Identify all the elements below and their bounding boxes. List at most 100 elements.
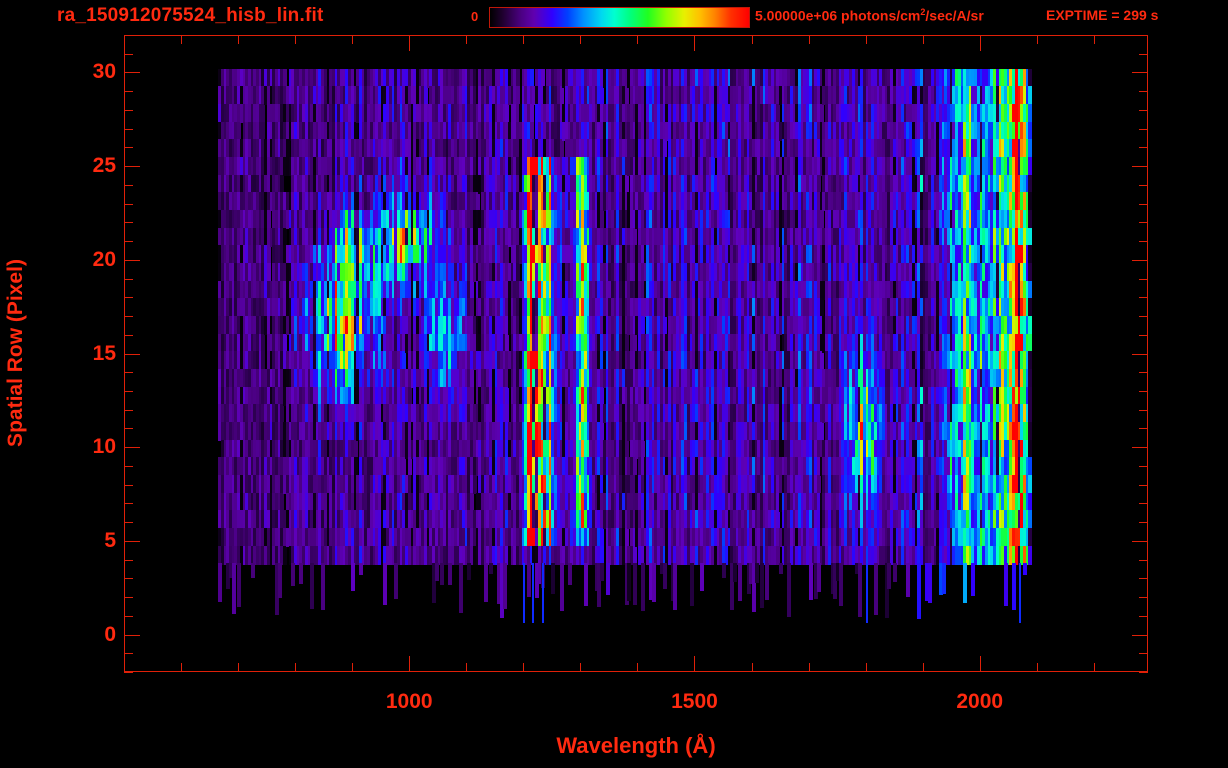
y-major-tick — [124, 447, 140, 448]
y-minor-tick-right — [1139, 578, 1148, 579]
x-minor-tick — [124, 663, 125, 672]
x-minor-tick-top — [352, 35, 353, 44]
page-title: ra_150912075524_hisb_lin.fit — [57, 5, 324, 26]
y-minor-tick-right — [1139, 597, 1148, 598]
y-minor-tick-right — [1139, 316, 1148, 317]
x-minor-tick — [466, 663, 467, 672]
y-major-tick — [124, 166, 140, 167]
x-minor-tick-top — [752, 35, 753, 44]
heatmap-canvas-wrap — [125, 36, 1147, 671]
y-major-tick — [124, 72, 140, 73]
x-minor-tick — [238, 663, 239, 672]
y-minor-tick-right — [1139, 428, 1148, 429]
y-major-tick-right — [1132, 260, 1148, 261]
x-minor-tick — [523, 663, 524, 672]
y-minor-tick-right — [1139, 672, 1148, 673]
y-major-tick — [124, 635, 140, 636]
y-minor-tick-right — [1139, 653, 1148, 654]
y-minor-tick-right — [1139, 372, 1148, 373]
y-tick-label: 30 — [92, 60, 116, 84]
y-minor-tick — [124, 316, 133, 317]
colorbar-max-value: 5.00000e+06 — [755, 7, 838, 24]
y-major-tick-right — [1132, 447, 1148, 448]
y-minor-tick — [124, 672, 133, 673]
y-minor-tick — [124, 410, 133, 411]
x-axis-title: Wavelength (Å) — [556, 733, 716, 758]
x-major-tick-top — [409, 35, 410, 51]
x-minor-tick-top — [923, 35, 924, 44]
x-minor-tick — [637, 663, 638, 672]
x-minor-tick-top — [809, 35, 810, 44]
x-minor-tick — [923, 663, 924, 672]
x-minor-tick-top — [1094, 35, 1095, 44]
y-minor-tick — [124, 466, 133, 467]
colorbar-max-label: 5.00000e+06 photons/cm2/sec/A/sr — [755, 7, 984, 24]
x-major-tick — [409, 656, 410, 672]
y-minor-tick — [124, 110, 133, 111]
y-major-tick-right — [1132, 541, 1148, 542]
y-tick-label: 15 — [92, 341, 116, 365]
y-minor-tick-right — [1139, 522, 1148, 523]
x-minor-tick — [1037, 663, 1038, 672]
y-minor-tick — [124, 54, 133, 55]
x-tick-label: 2000 — [956, 690, 1004, 713]
y-minor-tick — [124, 372, 133, 373]
y-minor-tick — [124, 204, 133, 205]
y-minor-tick — [124, 335, 133, 336]
y-minor-tick-right — [1139, 391, 1148, 392]
y-minor-tick-right — [1139, 222, 1148, 223]
x-minor-tick-top — [1037, 35, 1038, 44]
spectrogram-image — [125, 36, 1147, 671]
y-minor-tick-right — [1139, 616, 1148, 617]
colorbar — [489, 7, 750, 28]
y-major-tick-right — [1132, 72, 1148, 73]
x-minor-tick-top — [580, 35, 581, 44]
y-minor-tick — [124, 279, 133, 280]
y-minor-tick — [124, 35, 133, 36]
y-axis-title: Spatial Row (Pixel) — [4, 259, 27, 447]
y-minor-tick — [124, 597, 133, 598]
x-minor-tick — [181, 663, 182, 672]
y-minor-tick — [124, 391, 133, 392]
y-minor-tick — [124, 91, 133, 92]
y-minor-tick — [124, 297, 133, 298]
y-tick-label: 25 — [92, 154, 116, 178]
colorbar-min-label: 0 — [471, 9, 479, 24]
y-tick-label: 10 — [92, 435, 116, 459]
y-minor-tick — [124, 222, 133, 223]
x-minor-tick-top — [295, 35, 296, 44]
x-major-tick — [694, 656, 695, 672]
y-minor-tick-right — [1139, 503, 1148, 504]
x-minor-tick-top — [238, 35, 239, 44]
x-minor-tick-top — [523, 35, 524, 44]
y-minor-tick — [124, 241, 133, 242]
y-major-tick-right — [1132, 635, 1148, 636]
y-minor-tick — [124, 560, 133, 561]
x-minor-tick — [1094, 663, 1095, 672]
y-minor-tick-right — [1139, 560, 1148, 561]
y-minor-tick — [124, 522, 133, 523]
x-minor-tick — [295, 663, 296, 672]
x-minor-tick-top — [866, 35, 867, 44]
y-minor-tick-right — [1139, 110, 1148, 111]
y-minor-tick-right — [1139, 185, 1148, 186]
x-minor-tick-top — [466, 35, 467, 44]
y-minor-tick-right — [1139, 54, 1148, 55]
y-minor-tick — [124, 185, 133, 186]
y-minor-tick-right — [1139, 204, 1148, 205]
exposure-time-label: EXPTIME = 299 s — [1046, 7, 1159, 23]
x-major-tick-top — [694, 35, 695, 51]
x-minor-tick-top — [181, 35, 182, 44]
y-minor-tick-right — [1139, 279, 1148, 280]
y-minor-tick-right — [1139, 129, 1148, 130]
y-tick-label: 0 — [104, 622, 116, 646]
colorbar-units-post: /sec/A/sr — [925, 7, 984, 24]
x-minor-tick-top — [637, 35, 638, 44]
x-major-tick-top — [980, 35, 981, 51]
y-major-tick-right — [1132, 354, 1148, 355]
y-major-tick — [124, 354, 140, 355]
y-minor-tick-right — [1139, 147, 1148, 148]
x-minor-tick — [580, 663, 581, 672]
x-minor-tick — [752, 663, 753, 672]
